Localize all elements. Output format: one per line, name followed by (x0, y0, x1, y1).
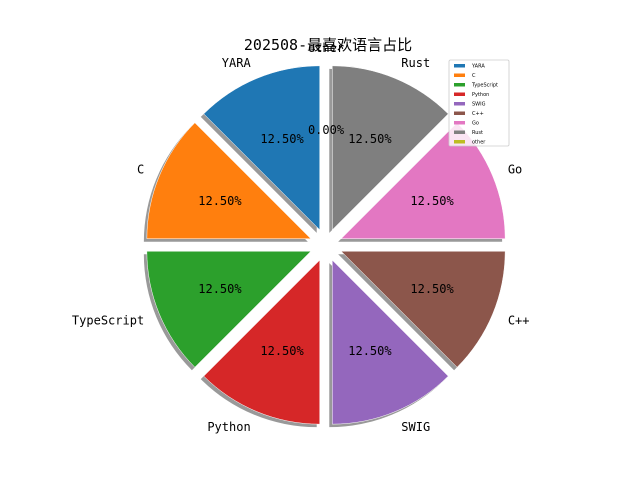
percent-label-go: 12.50% (410, 194, 454, 208)
legend-swatch-python (454, 92, 465, 96)
category-label-yara: YARA (222, 56, 252, 70)
chart-title: 202508-最喜欢语言占比 (244, 36, 412, 54)
percent-label-other: 0.00% (308, 123, 345, 137)
percent-label-c: 12.50% (198, 194, 242, 208)
category-label-typescript: TypeScript (72, 313, 144, 327)
category-label-go: Go (508, 163, 522, 177)
legend-swatch-yara (454, 64, 465, 68)
legend-swatch-other (454, 140, 465, 144)
legend-label-other: other (472, 140, 486, 146)
slice-c (146, 122, 312, 239)
legend-swatch-c (454, 73, 465, 77)
slice-cplusplus (340, 251, 506, 368)
legend-swatch-rust (454, 130, 465, 134)
percent-label-cplusplus: 12.50% (410, 282, 454, 296)
legend-label-yara: YARA (471, 64, 485, 70)
category-labels: YARA C TypeScript Python SWIG C++ Go Rust other (72, 41, 530, 434)
legend: YARA C TypeScript Python SWIG C++ Go Rust other (448, 59, 510, 147)
percent-label-yara: 12.50% (260, 132, 304, 146)
legend-label-c: C (472, 73, 476, 79)
percent-label-swig: 12.50% (348, 344, 392, 358)
slice-python (203, 259, 320, 425)
category-label-swig: SWIG (401, 420, 430, 434)
legend-label-swig: SWIG (472, 102, 486, 108)
legend-swatch-go (454, 121, 465, 125)
legend-label-python: Python (472, 92, 489, 98)
legend-label-go: Go (472, 121, 479, 127)
category-label-cplusplus: C++ (508, 313, 530, 327)
slice-typescript (146, 251, 312, 368)
category-label-other: other (308, 41, 344, 55)
category-label-rust: Rust (401, 56, 430, 70)
legend-label-rust: Rust (472, 130, 483, 136)
legend-label-typescript: TypeScript (471, 83, 498, 89)
legend-swatch-typescript (454, 83, 465, 87)
category-label-python: Python (207, 420, 250, 434)
percent-label-rust: 12.50% (348, 132, 392, 146)
slice-yara (203, 65, 320, 231)
category-label-c: C (137, 163, 144, 177)
legend-label-cplusplus: C++ (472, 111, 484, 117)
percent-label-typescript: 12.50% (198, 282, 242, 296)
percent-label-python: 12.50% (260, 344, 304, 358)
slice-swig (332, 259, 449, 425)
slice-rust (332, 65, 449, 231)
legend-swatch-cplusplus (454, 111, 465, 115)
pie-slices (146, 65, 506, 425)
percent-labels: 12.50% 12.50% 12.50% 12.50% 12.50% 12.50% 12.5… (198, 123, 454, 358)
legend-swatch-swig (454, 102, 465, 106)
